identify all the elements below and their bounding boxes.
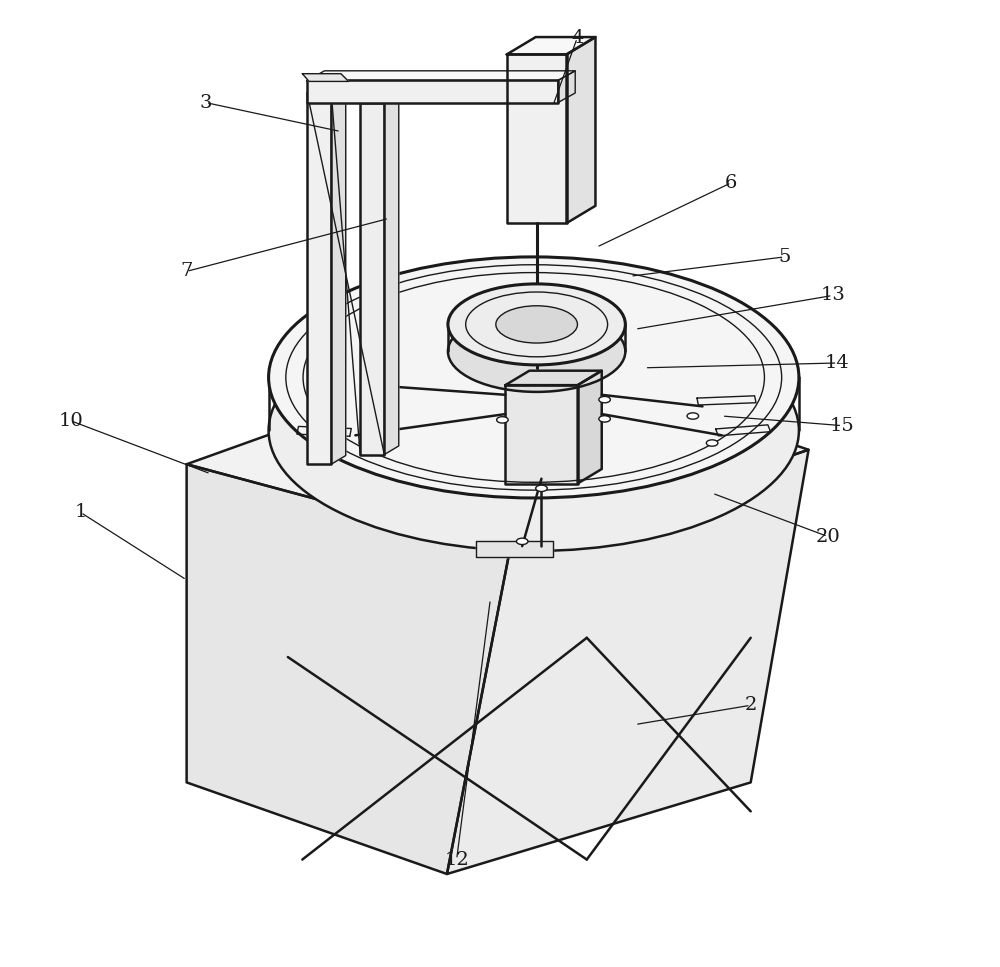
Polygon shape	[476, 542, 553, 557]
Polygon shape	[507, 37, 595, 54]
Polygon shape	[567, 37, 595, 223]
Text: 20: 20	[815, 528, 840, 545]
Text: 4: 4	[571, 29, 583, 47]
Ellipse shape	[687, 413, 699, 419]
Ellipse shape	[359, 440, 371, 446]
Ellipse shape	[536, 485, 547, 491]
Polygon shape	[307, 80, 558, 103]
Text: 1: 1	[74, 504, 87, 521]
Ellipse shape	[269, 310, 799, 551]
Text: 5: 5	[778, 248, 791, 266]
Text: 15: 15	[830, 417, 855, 434]
Polygon shape	[307, 84, 346, 93]
Text: 2: 2	[745, 696, 757, 715]
Text: 10: 10	[59, 412, 83, 429]
Polygon shape	[505, 370, 602, 385]
Polygon shape	[360, 103, 384, 454]
Polygon shape	[697, 396, 756, 405]
Polygon shape	[558, 71, 575, 103]
Polygon shape	[297, 426, 351, 436]
Ellipse shape	[516, 539, 528, 544]
Ellipse shape	[599, 396, 610, 403]
Text: 7: 7	[180, 262, 193, 280]
Ellipse shape	[448, 284, 625, 365]
Ellipse shape	[706, 440, 718, 446]
Polygon shape	[447, 450, 809, 874]
Polygon shape	[307, 93, 331, 464]
Ellipse shape	[496, 306, 577, 343]
Polygon shape	[505, 385, 578, 484]
Ellipse shape	[448, 311, 625, 392]
Polygon shape	[384, 94, 399, 454]
Text: 12: 12	[444, 851, 469, 868]
Text: 3: 3	[200, 94, 212, 111]
Text: 14: 14	[825, 354, 850, 372]
Polygon shape	[507, 54, 567, 223]
Polygon shape	[578, 370, 602, 484]
Polygon shape	[187, 464, 510, 874]
Ellipse shape	[497, 417, 508, 423]
Ellipse shape	[599, 416, 610, 422]
Polygon shape	[716, 425, 771, 436]
Text: 13: 13	[820, 286, 845, 305]
Polygon shape	[187, 348, 809, 551]
Polygon shape	[302, 73, 349, 81]
Ellipse shape	[269, 257, 799, 498]
Polygon shape	[307, 71, 575, 80]
Polygon shape	[331, 84, 346, 464]
Text: 6: 6	[725, 174, 738, 191]
